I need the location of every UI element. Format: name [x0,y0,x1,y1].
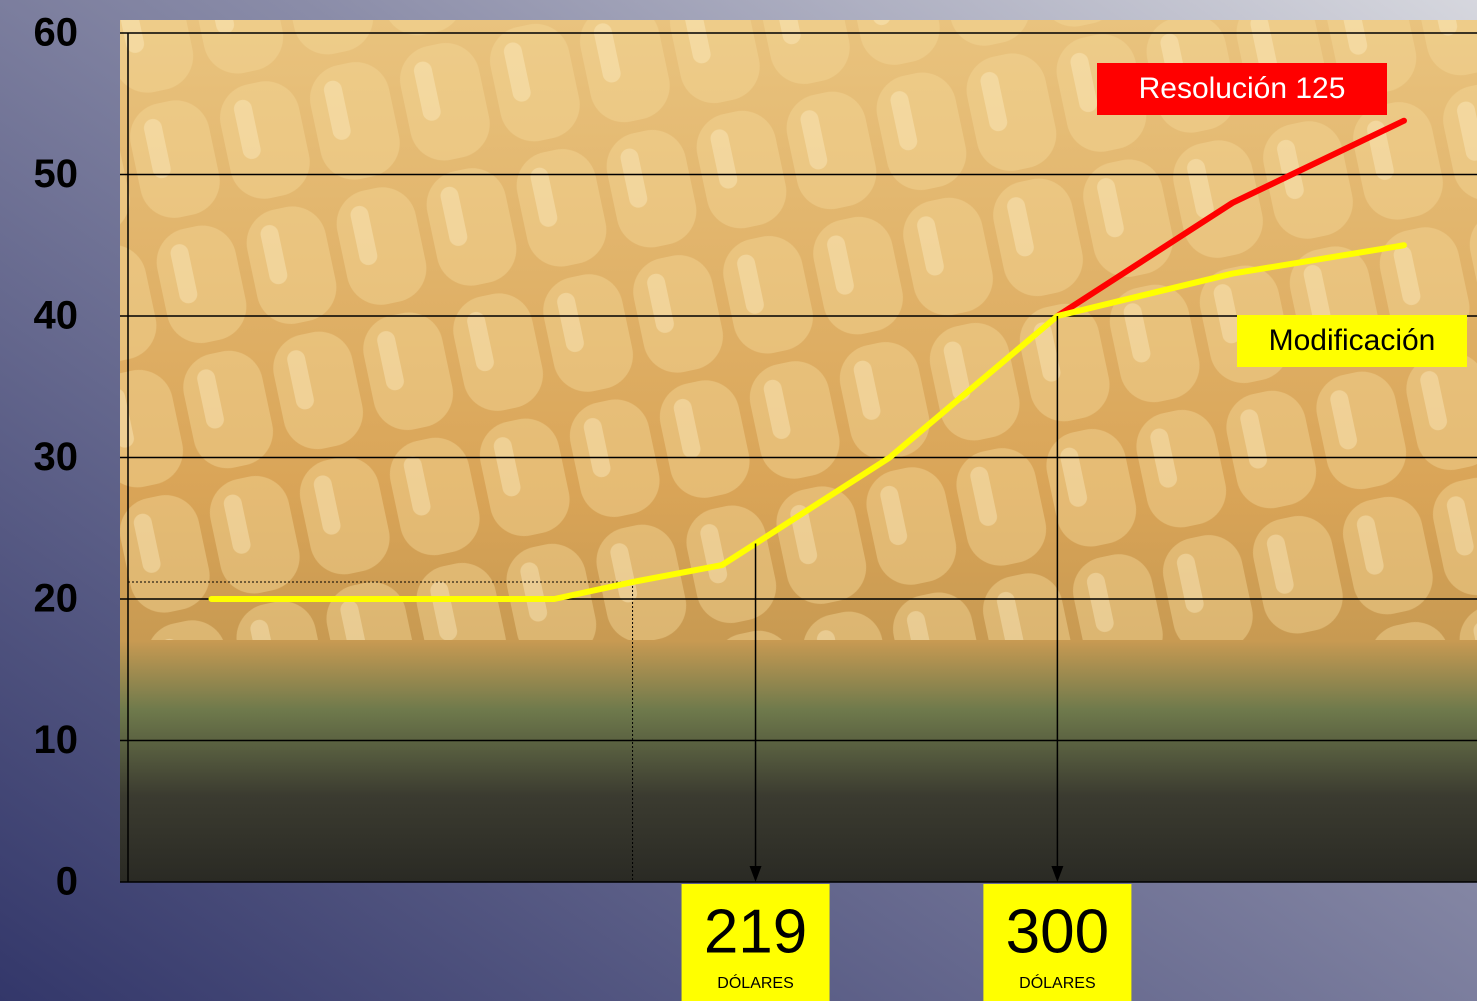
y-tick-label: 20 [34,577,79,621]
annotation-value: 300 [1006,897,1109,966]
legend-label: Resolución 125 [1139,72,1346,105]
y-tick-label: 0 [56,860,78,904]
arrow-head [749,866,762,882]
series-line [208,242,1407,602]
y-tick-label: 10 [34,718,79,762]
y-tick-label: 50 [34,152,79,196]
annotation-unit: DÓLARES [717,973,793,992]
annotation-unit: DÓLARES [1019,973,1095,992]
annotation-value: 219 [704,897,807,966]
annotation-box [681,884,830,1001]
legend-label: Modificación [1269,324,1436,357]
legend-box [1237,315,1467,367]
series-line [1054,117,1407,319]
y-tick-label: 60 [34,11,79,55]
y-tick-label: 30 [34,435,79,479]
annotation-box [983,884,1132,1001]
y-tick-label: 40 [34,294,79,338]
legend-box [1097,63,1387,115]
arrow-head [1051,866,1064,882]
